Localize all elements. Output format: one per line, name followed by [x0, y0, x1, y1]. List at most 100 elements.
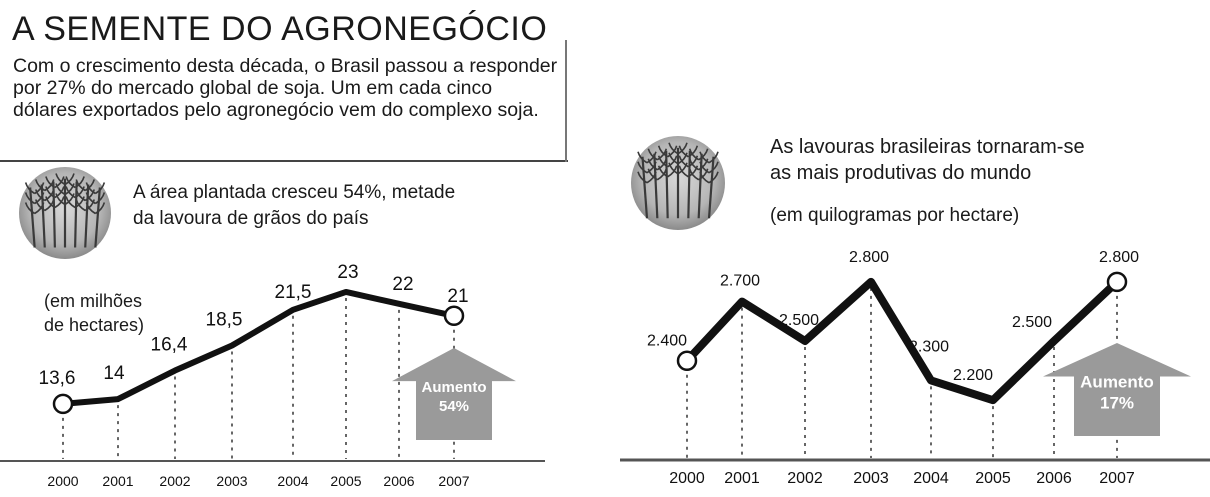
arrow-label: Aumento	[422, 379, 487, 396]
icon-leaf	[699, 151, 719, 164]
data-label: 2.300	[909, 338, 949, 355]
soybean-plant-icon	[19, 167, 111, 259]
x-tick-label: 2007	[1099, 470, 1135, 487]
icon-leaf	[55, 173, 75, 186]
icon-stem	[653, 153, 659, 219]
start-point-marker	[676, 350, 698, 371]
icon-leaf	[75, 189, 96, 202]
icon-leaf	[668, 162, 688, 175]
x-tick-label: 2007	[438, 473, 469, 489]
x-tick-label: 2004	[277, 473, 308, 489]
series-line	[60, 288, 457, 407]
icon-stem	[707, 156, 715, 219]
x-tick-label: 2001	[724, 470, 760, 487]
icon-leaf	[678, 145, 699, 158]
soybean-plant-icon	[631, 136, 725, 230]
icon-leaf	[688, 158, 709, 171]
x-tick-label: 2006	[1036, 470, 1072, 487]
data-label: 2.500	[779, 312, 819, 329]
start-point-marker	[52, 393, 74, 415]
data-label: 18,5	[206, 310, 243, 331]
data-label: 14	[103, 363, 125, 384]
x-tick-label: 2003	[216, 473, 247, 489]
icon-leaf	[55, 193, 75, 206]
data-label: 2.800	[849, 249, 889, 266]
icon-leaf	[688, 168, 709, 181]
icon-leaf	[65, 196, 85, 209]
icon-leaf	[45, 186, 65, 199]
x-tick-label: 2002	[787, 470, 823, 487]
data-label: 2.700	[720, 273, 760, 290]
data-label: 23	[337, 262, 358, 283]
icon-leaf	[657, 145, 678, 158]
data-label: 21,5	[275, 282, 312, 303]
icon-leaf	[668, 152, 688, 165]
icon-leaf	[45, 196, 65, 209]
x-tick-label: 2005	[330, 473, 361, 489]
end-point-marker	[443, 305, 465, 327]
data-label: 2.800	[1099, 249, 1139, 266]
icon-leaf	[668, 142, 688, 155]
icon-leaf	[657, 155, 678, 168]
end-point-marker	[1106, 271, 1128, 293]
icon-stem	[40, 184, 46, 248]
chart-caption: da lavoura de grãos do país	[133, 208, 369, 229]
x-tick-label: 2000	[47, 473, 78, 489]
icon-leaf	[647, 148, 668, 161]
icon-leaf	[678, 155, 699, 168]
chart-caption: as mais produtivas do mundo	[770, 162, 1031, 184]
data-label: 22	[392, 274, 413, 295]
arrow-percent: 17%	[1100, 393, 1134, 412]
icon-stem	[94, 187, 101, 248]
increase-arrow: Aumento 17%	[1043, 343, 1191, 436]
header-divider	[0, 160, 568, 162]
arrow-percent: 54%	[439, 398, 469, 415]
icon-leaf	[65, 186, 85, 199]
x-tick-label: 2004	[913, 470, 949, 487]
icon-leaf	[65, 176, 85, 189]
icon-stem	[29, 187, 36, 248]
icon-stem	[52, 181, 56, 248]
data-label: 2.200	[953, 367, 993, 384]
data-label: 16,4	[151, 335, 188, 356]
icon-stem	[641, 156, 649, 219]
unit-label: (em quilogramas por hectare)	[770, 205, 1019, 226]
page-title: A SEMENTE DO AGRONEGÓCIO	[12, 10, 548, 48]
x-tick-label: 2005	[975, 470, 1011, 487]
icon-stem	[687, 150, 691, 219]
x-tick-label: 2003	[853, 470, 889, 487]
arrow-label: Aumento	[1080, 372, 1154, 391]
chart-productivity: As lavouras brasileiras tornaram-se as ma…	[620, 136, 1210, 487]
arrow-shape	[1043, 343, 1191, 436]
data-label: 2.400	[647, 333, 687, 350]
icon-leaf	[75, 179, 96, 192]
x-tick-label: 2002	[159, 473, 190, 489]
icon-leaf	[45, 176, 65, 189]
icon-leaf	[678, 165, 699, 178]
icon-leaf	[34, 179, 55, 192]
icon-leaf	[657, 165, 678, 178]
intro-text: Com o crescimento desta década, o Brasil…	[13, 55, 558, 121]
header-vertical-divider	[565, 40, 567, 162]
arrow-shape	[392, 348, 516, 440]
chart-caption: A área plantada cresceu 54%, metade	[133, 182, 455, 203]
icon-stem	[665, 150, 669, 219]
chart-area-planted: A área plantada cresceu 54%, metade da la…	[0, 167, 545, 489]
icon-leaf	[699, 171, 719, 184]
icon-leaf	[637, 151, 657, 164]
icon-leaf	[699, 161, 719, 174]
chart-caption: As lavouras brasileiras tornaram-se	[770, 136, 1085, 158]
icon-leaf	[85, 182, 106, 195]
icon-leaf	[85, 202, 106, 215]
data-label: 21	[447, 286, 468, 307]
increase-arrow: Aumento 54%	[392, 348, 516, 440]
data-label: 2.500	[1012, 314, 1052, 331]
icon-leaf	[24, 182, 45, 195]
data-label: 13,6	[39, 368, 76, 389]
icon-leaf	[85, 192, 106, 205]
x-tick-label: 2000	[669, 470, 705, 487]
series-line	[683, 277, 1121, 405]
icon-stem	[74, 181, 78, 248]
x-tick-label: 2006	[383, 473, 414, 489]
